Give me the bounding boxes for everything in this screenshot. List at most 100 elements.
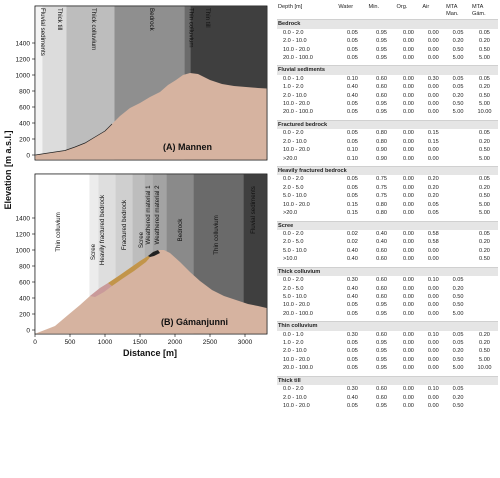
value-cell: 0.00 (403, 138, 414, 145)
section-header-row: Bedrock (277, 19, 498, 29)
depth-cell: 2.0 - 5.0 (283, 239, 304, 246)
table-row: 0.0 - 1.0 0.30 0.60 0.00 0.10 0.05 0.20 (277, 331, 498, 339)
table-row: >20.0 0.10 0.90 0.00 0.00 5.00 (277, 155, 498, 163)
value-cell: 0.30 (347, 277, 358, 284)
panel-a-ytick-3: 600 (19, 105, 30, 112)
y-axis-title: Elevation [m a.s.l.] (3, 130, 13, 209)
value-cell: 0.20 (479, 184, 490, 191)
header-air: Air (422, 4, 430, 10)
value-cell: 0.05 (452, 75, 464, 82)
depth-cell: >20.0 (283, 155, 298, 162)
panel-a-zone-label-4: Bedrock (148, 8, 155, 32)
value-cell: 0.00 (403, 340, 414, 347)
panel-b-band-fluvial (243, 174, 267, 334)
value-cell: 0.05 (452, 331, 464, 338)
value-cell: 0.75 (376, 176, 387, 183)
value-cell: 0.05 (347, 38, 358, 45)
value-cell: 0.00 (403, 210, 414, 217)
panel-a-ytick-2: 400 (19, 121, 30, 128)
value-cell: 5.00 (479, 54, 490, 61)
depth-cell: 2.0 - 10.0 (283, 348, 307, 355)
table-row: >20.0 0.15 0.80 0.00 0.05 5.00 (277, 209, 498, 217)
table-row: >10.0 0.40 0.60 0.00 0.00 0.50 (277, 255, 498, 263)
value-cell (445, 146, 471, 154)
cross-section-figure: Fluvial sediments Thick till Thick collu… (3, 5, 268, 358)
value-cell (445, 175, 471, 183)
value-cell: 0.05 (452, 340, 464, 347)
table-row: 0.0 - 2.0 0.30 0.60 0.00 0.10 0.05 (277, 385, 498, 393)
panel-b-ytick-7: 1400 (16, 216, 31, 223)
value-cell: 0.05 (347, 54, 358, 61)
value-cell: 0.05 (452, 277, 464, 284)
value-cell: 0.00 (427, 340, 439, 347)
value-cell: 0.05 (347, 365, 358, 372)
panel-b-band-weathered-1 (144, 174, 153, 334)
table-row: 10.0 - 20.0 0.05 0.95 0.00 0.00 0.50 (277, 402, 498, 410)
panel-a-band-thick-till (42, 6, 67, 160)
table-row: 2.0 - 10.0 0.40 0.60 0.00 0.00 0.20 0.50 (277, 92, 498, 100)
panel-b-dark-patch (148, 250, 160, 257)
section-header-row: Thick till (277, 375, 498, 386)
value-cell: 0.10 (347, 147, 358, 154)
value-cell: 0.20 (479, 84, 490, 91)
header-org: Org. (396, 4, 408, 10)
value-cell (445, 230, 471, 238)
panel-b-zone-label-7: Weathered material 2 (154, 185, 161, 245)
section-header-row: Thick colluvium (277, 266, 498, 277)
value-cell: 0.40 (347, 293, 358, 300)
value-cell: 10.00 (477, 365, 492, 372)
panel-b-ytick-6: 1200 (16, 232, 31, 239)
panel-b-weathered-patch (108, 255, 152, 286)
table-row: 20.0 - 100.0 0.05 0.95 0.00 0.00 5.00 (277, 310, 498, 318)
depth-cell: 20.0 - 100.0 (283, 365, 313, 372)
panel-b-ytick-1: 200 (19, 312, 30, 319)
table-row: 1.0 - 2.0 0.05 0.95 0.00 0.00 0.05 0.20 (277, 339, 498, 347)
value-cell: 0.05 (347, 176, 358, 183)
value-cell: 0.00 (403, 285, 414, 292)
value-cell: 0.00 (427, 285, 439, 292)
panel-b-zone-label-9: Thin colluvium (213, 215, 220, 255)
panel-b-xtick-4: 2000 (168, 339, 183, 346)
header-depth: Depth [m] (278, 4, 303, 10)
value-cell: 5.00 (479, 356, 490, 363)
table-body: Bedrock 0.0 - 2.0 0.05 0.95 0.00 0.00 0.05 0.05… (277, 19, 498, 411)
value-cell: 0.95 (376, 46, 387, 53)
value-cell: 0.00 (427, 155, 439, 162)
value-cell: 0.05 (347, 193, 358, 200)
value-cell: 0.00 (427, 38, 439, 45)
panel-b-y-ticks: 0 200 400 600 800 1000 1200 1400 (16, 216, 35, 335)
table-row: 10.0 - 20.0 0.05 0.95 0.00 0.00 0.50 0.50 (277, 46, 498, 54)
value-cell: 0.95 (376, 340, 387, 347)
table-row: 2.0 - 10.0 0.40 0.60 0.00 0.00 0.20 (277, 394, 498, 402)
panel-b-zone-label-4: Fractured bedrock (121, 199, 128, 250)
value-cell: 0.50 (479, 256, 490, 263)
depth-cell: 10.0 - 20.0 (283, 403, 310, 409)
value-cell: 0.58 (427, 239, 439, 246)
value-cell: 0.00 (403, 201, 414, 208)
value-cell: 0.00 (403, 356, 414, 363)
value-cell: 0.00 (403, 92, 414, 99)
panel-b-ytick-3: 600 (19, 280, 30, 287)
panel-b-terrain (35, 250, 267, 334)
value-cell: 0.95 (376, 310, 387, 317)
section-title: Thick colluvium (277, 266, 498, 277)
value-cell: 0.20 (479, 331, 490, 338)
value-cell: 0.95 (376, 356, 387, 363)
value-cell: 0.20 (452, 394, 464, 401)
value-cell: 0.05 (347, 348, 358, 355)
value-cell: 5.00 (452, 109, 464, 116)
value-cell: 0.00 (403, 231, 414, 237)
panel-a-zone-label-1: Fluvial sediments (39, 8, 46, 56)
value-cell: 0.95 (376, 29, 387, 36)
value-cell: 5.00 (452, 310, 464, 317)
value-cell: 0.95 (376, 38, 387, 45)
value-cell: 0.40 (376, 231, 387, 237)
value-cell: 0.20 (452, 285, 464, 292)
value-cell: 0.00 (427, 394, 439, 401)
value-cell: 0.50 (452, 293, 464, 300)
value-cell (445, 209, 471, 217)
value-cell: 0.05 (347, 138, 358, 145)
value-cell: 0.95 (376, 109, 387, 116)
table-row: 10.0 - 20.0 0.10 0.90 0.00 0.00 0.50 (277, 146, 498, 154)
section-header-row: Fractured bedrock (277, 119, 498, 130)
